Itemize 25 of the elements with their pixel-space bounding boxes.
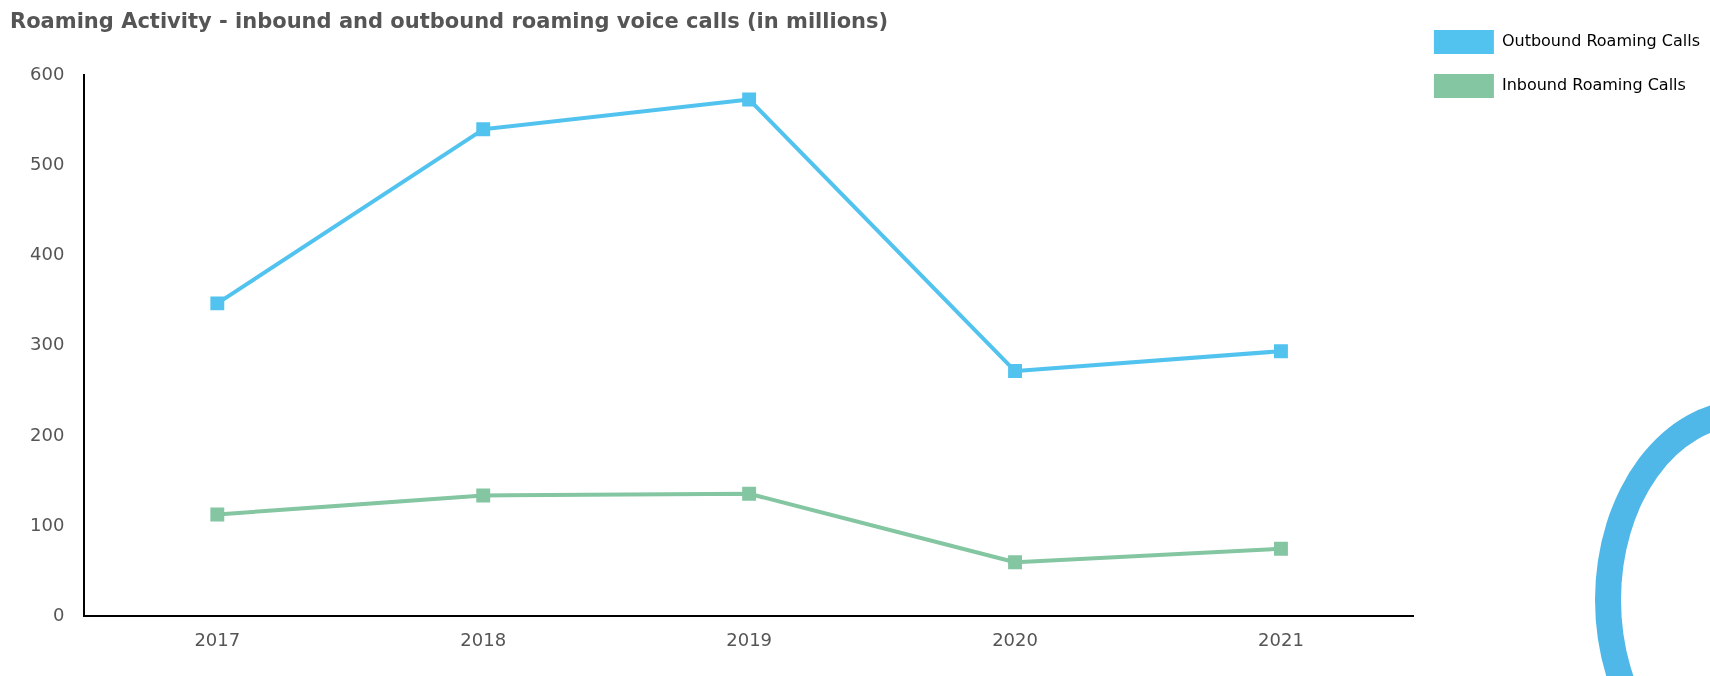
point — [476, 488, 491, 503]
y-tick-label: 100 — [30, 513, 65, 535]
point — [1008, 555, 1022, 570]
legend-label: Outbound Roaming Calls — [1501, 31, 1701, 51]
point — [1274, 541, 1288, 556]
point — [1008, 364, 1022, 379]
y-tick-label: 200 — [30, 423, 65, 445]
point — [742, 92, 757, 107]
x-tick-label: 2021 — [1258, 628, 1304, 650]
point — [742, 486, 757, 501]
chart-title: Roaming Activity - inbound and outbound roaming voice calls (in millions) — [10, 9, 889, 34]
y-tick-label: 300 — [30, 333, 65, 355]
x-tick-label: 2020 — [992, 628, 1038, 650]
point — [1274, 344, 1288, 359]
y-tick-label: 500 — [30, 153, 65, 175]
y-tick-label: 0 — [52, 604, 65, 626]
point — [476, 122, 491, 137]
point — [210, 296, 225, 311]
y-tick-label: 600 — [30, 62, 65, 84]
point — [210, 507, 225, 522]
x-tick-label: 2019 — [726, 628, 773, 650]
y-tick-label: 400 — [30, 243, 65, 265]
x-tick-label: 2017 — [194, 628, 241, 650]
x-tick-label: 2018 — [460, 628, 507, 650]
legend-label: Inbound Roaming Calls — [1501, 75, 1686, 95]
